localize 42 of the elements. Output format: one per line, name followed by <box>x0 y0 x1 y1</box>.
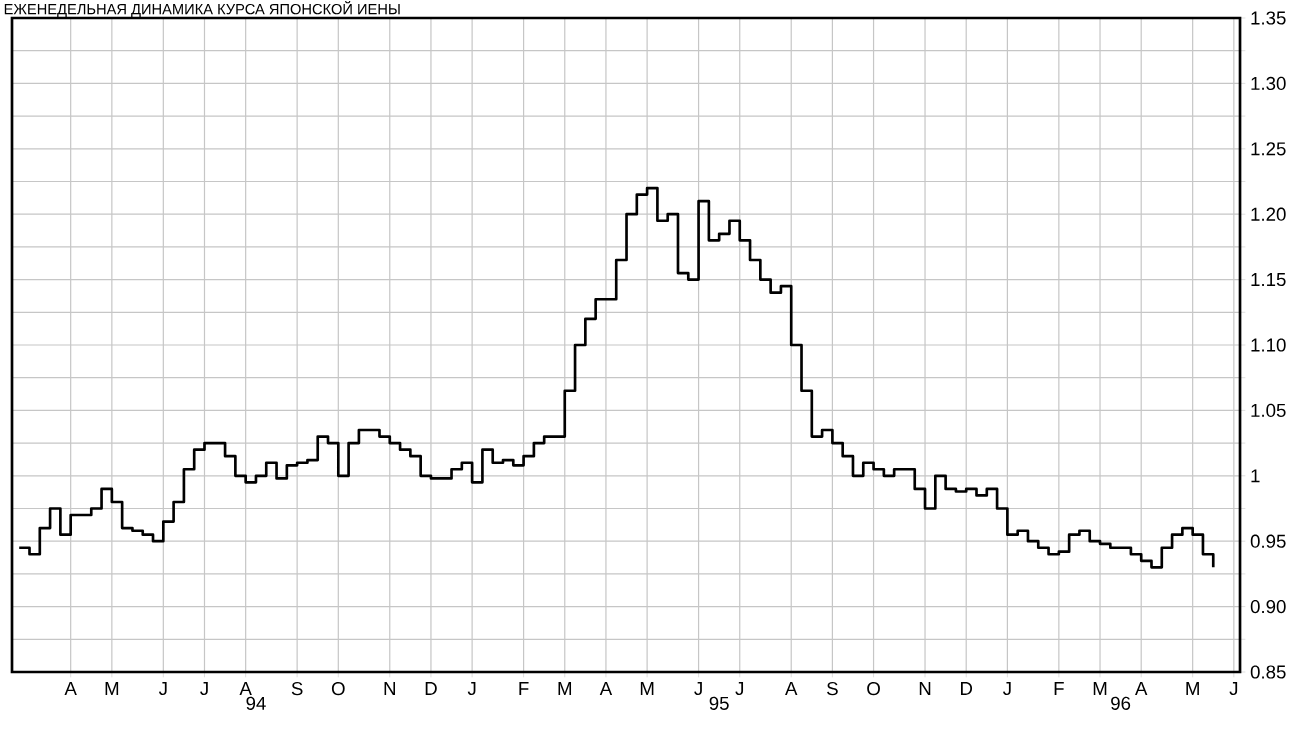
x-tick-label: A <box>1135 682 1148 695</box>
x-tick-label: N <box>384 682 395 695</box>
x-tick-label: J <box>467 682 476 696</box>
x-tick-label: M <box>1093 682 1107 695</box>
x-tick-label: 95 <box>709 696 729 710</box>
y-tick-label: 0.95 <box>1250 534 1286 548</box>
x-tick-label: O <box>867 682 880 696</box>
y-tick-label: 1.30 <box>1251 76 1286 91</box>
y-tick-label: 0.90 <box>1250 599 1286 614</box>
x-tick-label: J <box>735 682 744 696</box>
y-tick-label: 1.25 <box>1251 142 1286 156</box>
x-tick-label: 94 <box>246 696 266 710</box>
x-tick-label: M <box>1186 682 1199 695</box>
x-tick-label: A <box>599 682 613 695</box>
x-tick-label: O <box>331 682 345 696</box>
x-tick-label: A <box>239 682 252 695</box>
x-tick-label: J <box>158 682 167 696</box>
x-tick-label: D <box>425 682 437 695</box>
x-tick-label: J <box>200 682 208 696</box>
x-tick-label: J <box>1229 682 1238 696</box>
x-tick-label: A <box>785 682 798 695</box>
x-tick-label: F <box>519 682 529 695</box>
y-tick-label: 1.20 <box>1251 207 1286 221</box>
y-tick-label: 0.85 <box>1250 665 1286 679</box>
x-tick-label: M <box>105 682 119 695</box>
x-tick-label: N <box>919 682 931 695</box>
x-tick-label: M <box>640 682 654 695</box>
x-tick-label: J <box>1003 682 1011 696</box>
y-tick-label: 1.15 <box>1251 273 1286 287</box>
y-tick-label: 1.35 <box>1251 11 1286 25</box>
x-tick-label: 96 <box>1111 696 1131 710</box>
y-tick-label: 1 <box>1251 469 1260 483</box>
y-tick-label: 1.05 <box>1251 403 1286 418</box>
x-tick-label: J <box>694 682 702 696</box>
x-tick-label: M <box>558 682 572 695</box>
x-tick-label: D <box>961 682 973 695</box>
x-tick-label: S <box>827 682 838 696</box>
chart-title: ЕЖЕНЕДЕЛЬНАЯ ДИНАМИКА КУРСА ЯПОНСКОЙ ИЕНЫ <box>4 0 400 18</box>
x-tick-label: F <box>1054 682 1064 695</box>
y-tick-label: 1.10 <box>1251 338 1286 352</box>
x-tick-label: A <box>64 682 77 695</box>
x-tick-label: S <box>291 682 303 696</box>
